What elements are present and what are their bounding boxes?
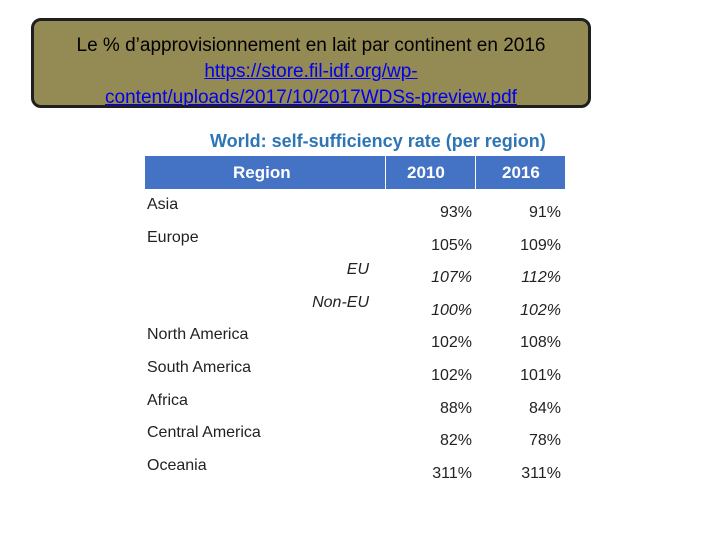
value-2016: 108% bbox=[520, 334, 561, 352]
value-2016: 102% bbox=[520, 301, 561, 319]
value-2010: 93% bbox=[439, 204, 472, 221]
value-2010: 100% bbox=[431, 301, 472, 319]
source-link-line-1: https://store.fil-idf.org/wp- bbox=[204, 61, 418, 82]
table-header: Region 2010 2016 bbox=[145, 156, 565, 189]
region-label: Central America bbox=[147, 424, 261, 442]
subregion-label: Non-EU bbox=[312, 293, 369, 311]
region-label: Oceania bbox=[147, 456, 207, 474]
value-2010: 311% bbox=[432, 464, 472, 482]
value-2010: 88% bbox=[439, 399, 472, 417]
title-banner: Le % d’approvisionnement en lait par con… bbox=[31, 18, 591, 108]
value-2016: 101% bbox=[520, 366, 561, 384]
value-2010: 82% bbox=[439, 432, 472, 450]
region-label: Europe bbox=[147, 228, 199, 246]
table-row: Non-EU 100% 102% bbox=[145, 290, 565, 323]
region-label: South America bbox=[147, 358, 252, 376]
value-2016: 311% bbox=[521, 464, 561, 482]
table-body: Asia 93% 91% Europe 105% 109% EU 107% 11… bbox=[145, 192, 565, 485]
region-label: North America bbox=[147, 326, 249, 344]
region-label: Asia bbox=[147, 196, 179, 213]
table-title: World: self-sufficiency rate (per region… bbox=[210, 131, 546, 151]
value-2010: 102% bbox=[431, 366, 472, 384]
source-link[interactable]: https://store.fil-idf.org/wp- content/up… bbox=[34, 59, 588, 111]
header-region: Region bbox=[233, 163, 291, 182]
table-row: EU 107% 112% bbox=[145, 257, 565, 290]
value-2016: 109% bbox=[520, 236, 561, 254]
table-row: Oceania 311% 311% bbox=[145, 453, 565, 486]
value-2010: 102% bbox=[431, 334, 472, 352]
header-2016: 2016 bbox=[502, 163, 540, 182]
value-2016: 91% bbox=[528, 204, 561, 221]
table-row: Africa 88% 84% bbox=[145, 388, 565, 421]
value-2016: 78% bbox=[528, 432, 561, 450]
source-link-line-2: content/uploads/2017/10/2017WDSs-preview… bbox=[105, 87, 517, 108]
table-row: North America 102% 108% bbox=[145, 322, 565, 355]
header-divider bbox=[475, 156, 476, 189]
value-2010: 107% bbox=[431, 269, 472, 287]
value-2016: 84% bbox=[528, 399, 561, 417]
header-divider bbox=[385, 156, 386, 189]
table-row: Central America 82% 78% bbox=[145, 420, 565, 453]
subregion-label: EU bbox=[346, 261, 369, 279]
value-2010: 105% bbox=[431, 236, 472, 254]
region-label: Africa bbox=[147, 391, 188, 409]
header-2010: 2010 bbox=[407, 163, 445, 182]
value-2016: 112% bbox=[521, 269, 561, 287]
table-row: South America 102% 101% bbox=[145, 355, 565, 388]
table-row: Asia 93% 91% bbox=[145, 192, 565, 225]
table-row: Europe 105% 109% bbox=[145, 225, 565, 258]
banner-title: Le % d’approvisionnement en lait par con… bbox=[76, 35, 546, 56]
